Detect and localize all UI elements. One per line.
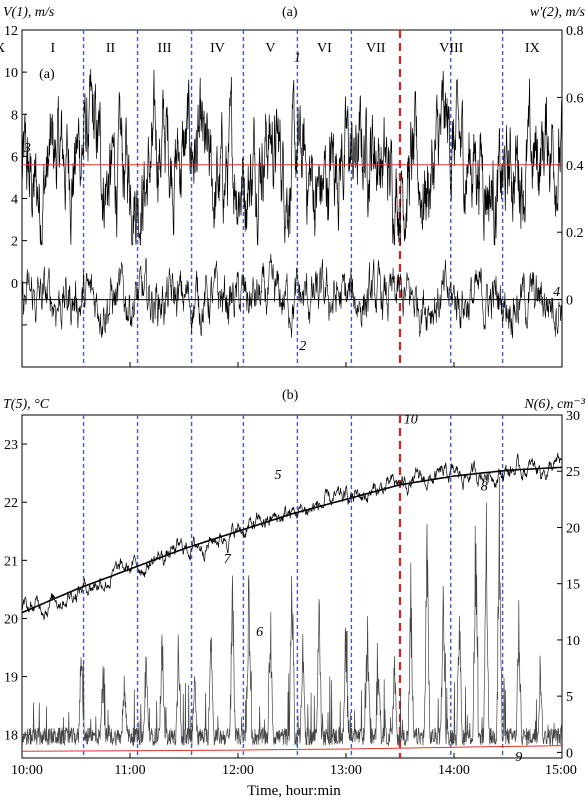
panel-b-left-tick-label: 18 — [4, 729, 18, 744]
series-2-vertical-velocity — [21, 253, 563, 339]
panel-a-left-tick-label: 2 — [11, 235, 18, 250]
x-tick-label: 10:00 — [11, 763, 43, 778]
panel-b-right-tick-label: 0 — [566, 746, 573, 761]
x-tick-label: 15:00 — [545, 763, 577, 778]
interval-label: X — [0, 41, 5, 56]
curve-label-10: 10 — [404, 413, 418, 428]
interval-label: VIII — [439, 41, 463, 56]
panel-b-right-tick-label: 20 — [566, 521, 580, 536]
panel-a-left-tick-label: 12 — [4, 24, 18, 39]
panel-b-left-tick-label: 20 — [4, 612, 18, 627]
series-9-background — [21, 745, 563, 752]
panel-a-right-tick-label: 0.2 — [566, 226, 584, 241]
panel-b-ylabel-left: T(5), °C — [3, 397, 50, 412]
interval-label: VI — [317, 41, 332, 56]
panel-b-left-tick-label: 19 — [4, 671, 18, 686]
curve-label-5: 5 — [274, 468, 281, 483]
curve-label-4: 4 — [553, 285, 560, 300]
x-tick-label: 12:00 — [222, 763, 254, 778]
panel-b-right-tick-label: 5 — [566, 690, 573, 705]
panel-a-left-tick-label: 10 — [4, 66, 18, 81]
curve-label-1: 1 — [294, 51, 301, 66]
x-tick-label: 11:00 — [114, 763, 145, 778]
series-6-concentration — [21, 476, 563, 747]
panel-b-right-tick-label: 10 — [566, 634, 580, 649]
x-tick-label: 13:00 — [330, 763, 362, 778]
curve-label-2: 2 — [299, 339, 306, 354]
interval-label: VII — [366, 41, 386, 56]
panel-a-right-tick-label: 0.4 — [566, 159, 584, 174]
interval-label: V — [265, 41, 275, 56]
curve-label-9: 9 — [515, 750, 522, 765]
panel-b-right-tick-label: 25 — [566, 465, 580, 480]
panel-a-right-tick-label: 0.6 — [566, 91, 584, 106]
panel-a-ylabel-right: w'(2), m/s — [530, 5, 586, 20]
panel-a-left-tick-label: 6 — [11, 150, 18, 165]
panel-b-plot: 18 19 20 21 22 23 0 5 10 15 20 25 30 10:00 11:00 12:00 1… — [4, 409, 580, 778]
interval-label: III — [158, 41, 172, 56]
curve-label-3: 3 — [23, 141, 31, 156]
panel-b-right-tick-label: 15 — [566, 578, 580, 593]
curve-label-7: 7 — [224, 552, 232, 567]
panel-b-label: (b) — [282, 388, 299, 403]
panel-b-left-tick-label: 23 — [4, 438, 18, 453]
panel-b-ylabel-right: N(6), cm⁻³ — [523, 397, 585, 412]
panel-a-label: (a) — [282, 5, 298, 20]
panel-b-left-tick-label: 22 — [4, 496, 18, 511]
interval-label: IV — [210, 41, 225, 56]
x-tick-label: 14:00 — [438, 763, 470, 778]
curve-label-6: 6 — [256, 625, 263, 640]
panel-a-left-tick-label: 8 — [11, 108, 18, 123]
curve-label-8: 8 — [481, 480, 488, 495]
panel-a-right-tick-label: 0 — [566, 294, 573, 309]
panel-a-ylabel-left: V(1), m/s — [3, 5, 55, 20]
panel-b-left-tick-label: 21 — [4, 554, 18, 569]
interval-label: IX — [525, 41, 540, 56]
interval-label: II — [106, 41, 116, 56]
panel-b-frame — [21, 414, 563, 759]
panel-b-right-tick-label: 30 — [566, 409, 580, 424]
x-axis-label: Time, hour:min — [247, 783, 341, 799]
series-1-wind-speed — [21, 68, 563, 246]
panel-a-right-tick-label: 0.8 — [566, 24, 584, 39]
series-7-fit — [21, 466, 563, 614]
panel-a-inner-label: (a) — [39, 67, 55, 82]
panel-a-left-tick-label: 0 — [11, 277, 18, 292]
series-5-temperature — [21, 452, 563, 621]
interval-label: I — [50, 41, 55, 56]
panel-a-left-tick-label: 4 — [11, 193, 18, 208]
